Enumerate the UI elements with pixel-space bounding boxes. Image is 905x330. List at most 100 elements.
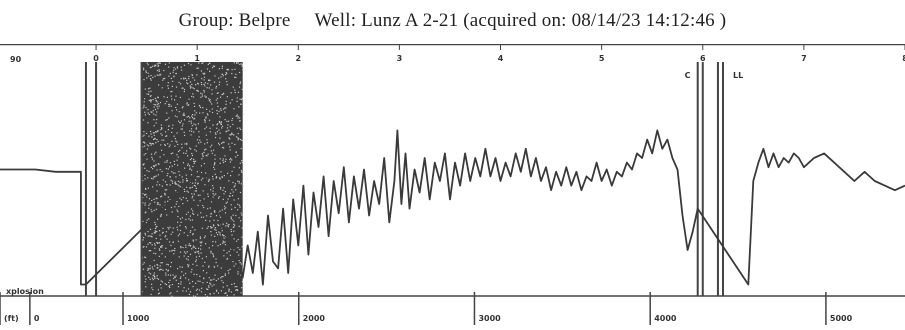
noise-dot xyxy=(225,131,227,133)
noise-dot xyxy=(217,105,219,108)
noise-dot xyxy=(156,169,158,171)
noise-dot xyxy=(179,186,181,188)
noise-dot xyxy=(233,265,235,267)
noise-dot xyxy=(176,290,178,292)
noise-dot xyxy=(143,154,145,156)
noise-dot xyxy=(214,274,216,276)
noise-dot xyxy=(188,218,190,220)
noise-dot xyxy=(206,108,208,110)
noise-dot xyxy=(154,108,157,111)
noise-dot xyxy=(199,200,201,202)
noise-dot xyxy=(217,219,219,222)
noise-dot xyxy=(223,241,225,243)
noise-dot xyxy=(154,97,156,99)
noise-dot xyxy=(149,95,151,97)
noise-dot xyxy=(233,223,235,225)
noise-dot xyxy=(150,130,152,133)
noise-dot xyxy=(233,249,235,251)
noise-dot xyxy=(185,277,187,279)
noise-dot xyxy=(183,188,185,190)
noise-dot xyxy=(210,189,212,191)
noise-dot xyxy=(226,294,228,296)
noise-dot xyxy=(234,286,236,288)
noise-dot xyxy=(167,226,169,229)
noise-dot xyxy=(191,95,193,98)
noise-dot xyxy=(176,209,178,211)
noise-dot xyxy=(241,281,244,283)
noise-dot xyxy=(199,236,201,238)
noise-dot xyxy=(192,87,194,89)
noise-dot xyxy=(143,67,145,69)
noise-dot xyxy=(178,171,180,173)
noise-dot xyxy=(166,263,168,265)
noise-dot xyxy=(197,123,199,125)
noise-dot xyxy=(232,191,234,193)
noise-dot xyxy=(154,244,156,246)
noise-dot xyxy=(165,268,167,271)
noise-dot xyxy=(203,83,205,85)
noise-dot xyxy=(197,280,199,282)
noise-dot xyxy=(159,234,161,236)
noise-dot xyxy=(167,85,169,87)
noise-dot xyxy=(143,262,145,264)
noise-dot xyxy=(205,116,207,118)
noise-dot xyxy=(151,156,153,158)
noise-dot xyxy=(143,236,145,239)
noise-dot xyxy=(158,105,160,107)
noise-dot xyxy=(153,103,155,106)
noise-dot xyxy=(151,136,153,138)
noise-dot xyxy=(153,113,155,115)
noise-dot xyxy=(194,185,197,187)
noise-dot xyxy=(237,209,239,211)
noise-dot xyxy=(148,145,150,147)
noise-dot xyxy=(143,131,145,133)
noise-dot xyxy=(182,106,184,108)
noise-dot xyxy=(182,114,184,116)
noise-dot xyxy=(195,259,197,261)
noise-dot xyxy=(237,238,239,241)
noise-dot xyxy=(233,134,235,136)
noise-dot xyxy=(177,286,180,288)
noise-dot xyxy=(170,233,172,235)
noise-dot xyxy=(155,197,157,199)
noise-dot xyxy=(219,158,221,160)
noise-dot xyxy=(199,237,201,240)
noise-dot xyxy=(224,241,226,243)
noise-dot xyxy=(212,241,214,243)
noise-dot xyxy=(216,127,218,129)
noise-dot xyxy=(204,143,206,145)
noise-dot xyxy=(152,279,154,281)
noise-dot xyxy=(195,247,197,250)
log-header: Group: Belpre Well: Lunz A 2-21 (acquired… xyxy=(0,0,905,44)
noise-dot xyxy=(179,277,181,279)
noise-dot xyxy=(142,163,144,166)
noise-dot xyxy=(177,211,179,213)
noise-dot xyxy=(209,99,211,101)
noise-dot xyxy=(235,189,237,191)
top-tick-label: 3 xyxy=(397,54,403,63)
noise-dot xyxy=(188,243,190,245)
noise-dot xyxy=(164,181,167,183)
noise-dot xyxy=(233,199,235,201)
noise-dot xyxy=(189,253,192,255)
noise-dot xyxy=(145,256,147,259)
noise-dot xyxy=(209,110,211,112)
noise-dot xyxy=(217,245,219,247)
noise-dot xyxy=(213,194,215,196)
noise-dot xyxy=(181,266,183,268)
noise-dot xyxy=(198,255,200,257)
noise-dot xyxy=(239,117,241,119)
noise-dot xyxy=(157,129,159,132)
noise-dot xyxy=(196,251,198,253)
noise-dot xyxy=(232,261,234,263)
noise-dot xyxy=(207,226,209,228)
noise-dot xyxy=(185,77,187,79)
side-label: xplosion xyxy=(6,287,44,296)
noise-dot xyxy=(222,160,224,162)
noise-dot xyxy=(142,164,144,166)
noise-dot xyxy=(158,103,160,105)
noise-dot xyxy=(220,96,222,98)
noise-dot xyxy=(204,82,206,84)
noise-dot xyxy=(226,252,228,254)
noise-dot xyxy=(218,84,220,86)
